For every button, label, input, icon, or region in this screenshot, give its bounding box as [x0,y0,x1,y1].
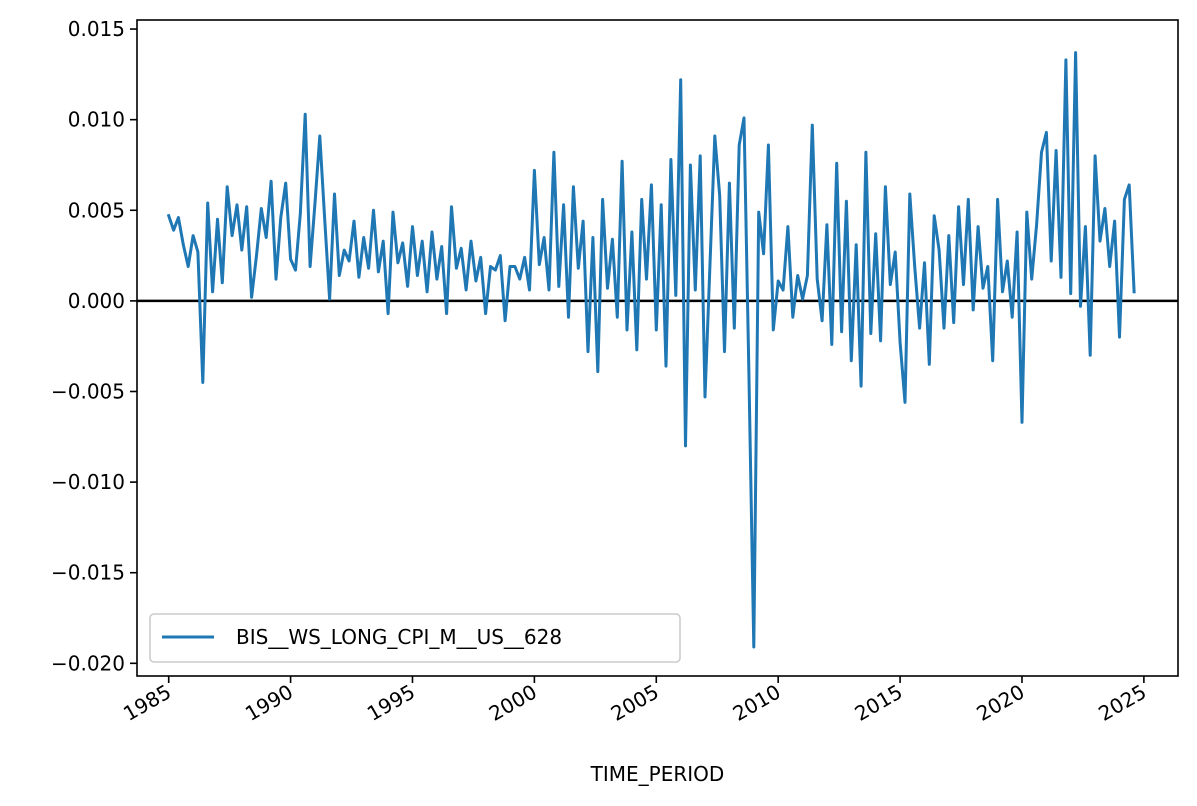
y-tick-label: −0.015 [51,561,125,585]
plot-frame [136,19,1179,677]
y-tick-label: −0.020 [51,651,125,675]
series-line-bis-ws-long-cpi [166,51,1136,649]
legend-box [149,613,681,663]
y-axis: 0.015 0.010 0.005 0.000 −0.005 −0.010 −0.015 −0… [51,17,137,675]
y-tick-label: −0.010 [51,470,125,494]
y-tick-label: 0.000 [68,289,125,313]
y-tick-label: 0.015 [68,17,125,41]
x-axis-label: TIME_PERIOD [590,762,725,786]
y-tick-label: −0.005 [51,379,125,403]
plot-area [137,20,1178,676]
y-tick-label: 0.005 [68,198,125,222]
legend-label: BIS__WS_LONG_CPI_M__US__628 [236,625,562,649]
legend: BIS__WS_LONG_CPI_M__US__628 [149,613,681,663]
y-tick-label: 0.010 [68,108,125,132]
